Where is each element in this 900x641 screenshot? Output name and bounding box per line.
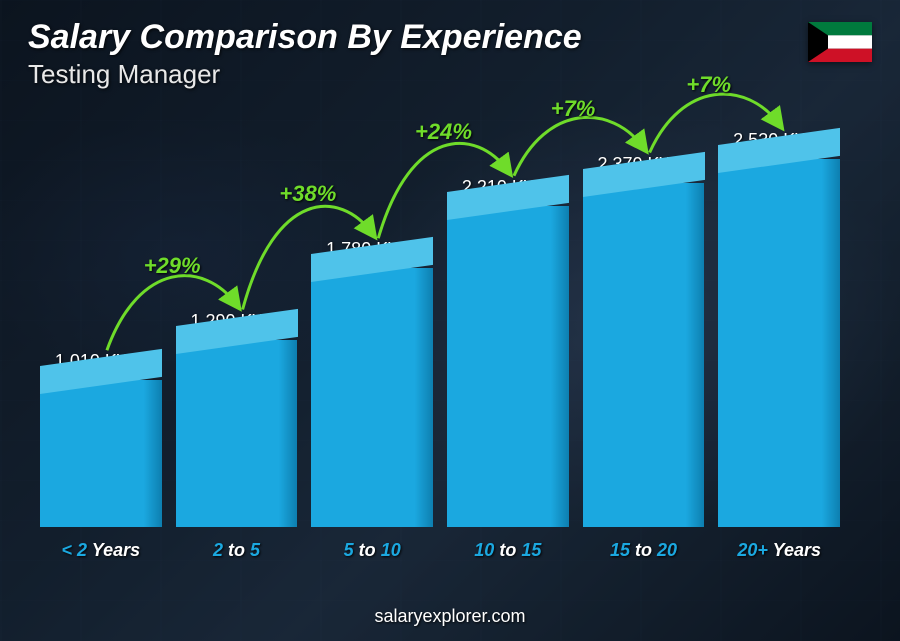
bar xyxy=(311,268,433,527)
x-axis-label: 2 to 5 xyxy=(176,540,298,561)
header: Salary Comparison By Experience Testing … xyxy=(28,18,872,90)
x-axis-label: 20+ Years xyxy=(718,540,840,561)
bar-front-face xyxy=(447,206,569,527)
bar-front-face xyxy=(583,183,705,527)
bar-front-face xyxy=(40,380,162,527)
x-axis-label: 10 to 15 xyxy=(447,540,569,561)
bar-front-face xyxy=(311,268,433,527)
bar-slot: 1,010 KWD xyxy=(40,120,162,527)
x-labels: < 2 Years 2 to 5 5 to 10 10 to 15 15 to 20 20… xyxy=(40,540,840,561)
bar xyxy=(583,183,705,527)
footer-attribution: salaryexplorer.com xyxy=(0,606,900,627)
delta-label: +29% xyxy=(144,253,201,279)
bar xyxy=(40,380,162,527)
bar-slot: 2,210 KWD xyxy=(447,120,569,527)
delta-label: +7% xyxy=(551,96,596,122)
x-axis-label: 15 to 20 xyxy=(583,540,705,561)
bar-front-face xyxy=(176,340,298,528)
delta-label: +38% xyxy=(279,181,336,207)
x-axis-label: 5 to 10 xyxy=(311,540,433,561)
delta-label: +7% xyxy=(686,72,731,98)
bar-slot: 2,530 KWD xyxy=(718,120,840,527)
flag-icon xyxy=(808,22,872,62)
delta-label: +24% xyxy=(415,119,472,145)
bar xyxy=(718,159,840,527)
page-title: Salary Comparison By Experience xyxy=(28,18,872,57)
bars-container: 1,010 KWD1,290 KWD1,780 KWD2,210 KWD2,37… xyxy=(40,120,840,527)
page-subtitle: Testing Manager xyxy=(28,59,872,90)
bar xyxy=(447,206,569,527)
bar xyxy=(176,340,298,528)
chart-area: 1,010 KWD1,290 KWD1,780 KWD2,210 KWD2,37… xyxy=(40,120,840,561)
bar-front-face xyxy=(718,159,840,527)
bar-slot: 2,370 KWD xyxy=(583,120,705,527)
x-axis-label: < 2 Years xyxy=(40,540,162,561)
